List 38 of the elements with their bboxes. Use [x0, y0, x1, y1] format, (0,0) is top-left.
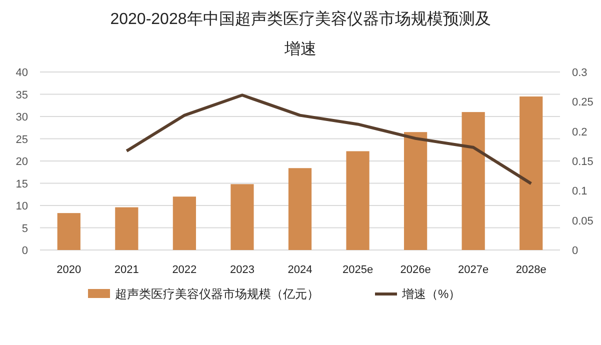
legend-label: 超声类医疗美容仪器市场规模（亿元）	[115, 287, 319, 301]
x-tick-label: 2028e	[516, 264, 546, 276]
bar	[288, 168, 312, 250]
chart-title: 2020-2028年中国超声类医疗美容仪器市场规模预测及增速	[110, 10, 491, 58]
y-tick-label: 25	[16, 134, 28, 146]
y-tick-label: 15	[16, 178, 28, 190]
y2-tick-label: 0.15	[572, 156, 594, 168]
bar	[115, 207, 138, 250]
bar	[520, 96, 543, 250]
y-tick-label: 5	[22, 222, 28, 235]
bar	[404, 132, 428, 250]
x-tick-label: 2020	[56, 264, 82, 276]
bar	[172, 196, 196, 250]
bar	[346, 151, 370, 250]
y2-tick-label: 0.25	[572, 96, 594, 109]
y-tick-label: 20	[16, 156, 28, 168]
x-tick-label: 2027e	[458, 264, 489, 276]
y-tick-label: 30	[16, 112, 28, 124]
y2-tick-label: 0.3	[572, 67, 588, 79]
x-tick-label: 2026e	[400, 264, 431, 276]
legend-label: 增速（%）	[401, 287, 461, 301]
line-series	[125, 94, 533, 186]
y-tick-label: 0	[22, 245, 28, 257]
x-tick-label: 2021	[114, 264, 139, 276]
y-tick-label: 35	[16, 89, 28, 102]
x-tick-label: 2022	[172, 264, 197, 276]
x-tick-label: 2024	[288, 264, 312, 276]
x-tick-label: 2023	[230, 264, 254, 276]
y2-tick-label: 0.1	[572, 186, 588, 198]
bar	[230, 184, 254, 250]
y-tick-label: 10	[16, 200, 28, 212]
bar	[57, 213, 80, 250]
y2-tick-label: 0	[572, 245, 578, 257]
x-tick-label: 2025e	[342, 264, 374, 276]
y2-tick-label: 0.05	[572, 215, 594, 228]
bar	[462, 112, 485, 250]
y-tick-label: 40	[16, 67, 28, 79]
y2-tick-label: 0.2	[572, 126, 588, 138]
